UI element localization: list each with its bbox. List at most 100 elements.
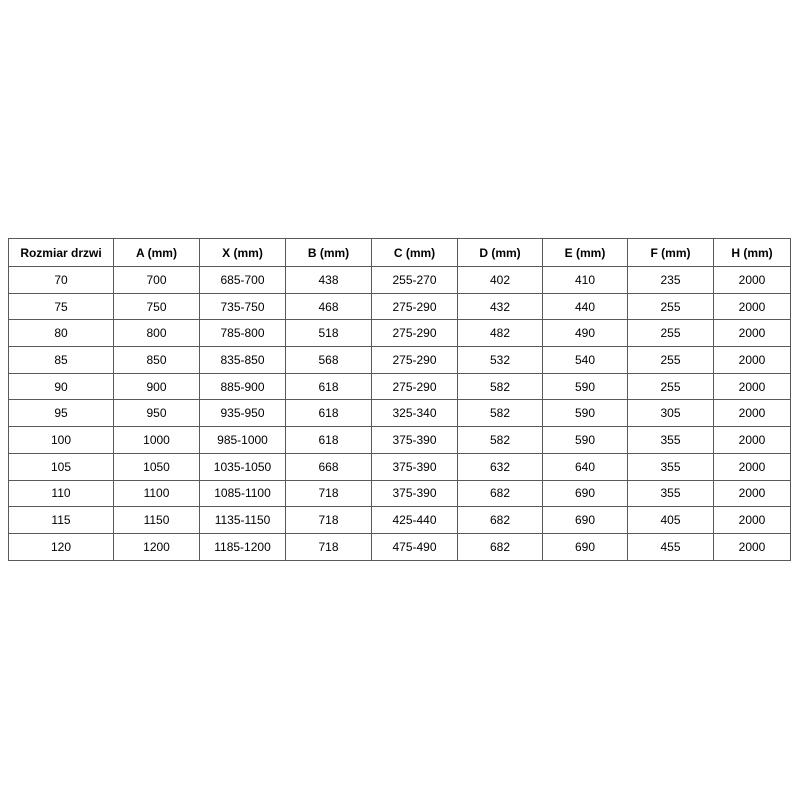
table-cell: 540 — [542, 346, 628, 374]
table-cell: 690 — [542, 479, 628, 508]
table-cell: 668 — [285, 452, 372, 481]
table-cell: 255-270 — [371, 266, 458, 294]
table-cell: 105 — [8, 452, 114, 481]
column-header: D (mm) — [457, 238, 543, 267]
table-cell: 1035-1050 — [199, 452, 286, 481]
table-cell: 425-440 — [371, 506, 458, 534]
table-cell: 100 — [8, 426, 114, 454]
table-cell: 375-390 — [371, 479, 458, 508]
table-cell: 255 — [627, 319, 714, 348]
table-cell: 95 — [8, 399, 114, 428]
table-cell: 2000 — [713, 506, 791, 534]
table-cell: 2000 — [713, 292, 791, 321]
table-cell: 682 — [457, 532, 543, 561]
column-header: A (mm) — [113, 238, 200, 267]
table-cell: 2000 — [713, 426, 791, 454]
table-cell: 532 — [457, 346, 543, 374]
table-cell: 582 — [457, 426, 543, 454]
table-row: 85 850 835-850 568 275-290 532 540 255 2000 — [8, 346, 791, 374]
table-cell: 468 — [285, 292, 372, 321]
column-header: F (mm) — [627, 238, 714, 267]
table-cell: 120 — [8, 532, 114, 561]
column-header: C (mm) — [371, 238, 458, 267]
table-cell: 275-290 — [371, 372, 458, 401]
table-cell: 568 — [285, 346, 372, 374]
table-cell: 2000 — [713, 372, 791, 401]
table-cell: 2000 — [713, 346, 791, 374]
table-cell: 1150 — [113, 506, 200, 534]
table-cell: 405 — [627, 506, 714, 534]
table-cell: 718 — [285, 506, 372, 534]
table-cell: 2000 — [713, 266, 791, 294]
table-cell: 800 — [113, 319, 200, 348]
table-cell: 590 — [542, 372, 628, 401]
table-cell: 2000 — [713, 479, 791, 508]
table-cell: 275-290 — [371, 292, 458, 321]
table-cell: 305 — [627, 399, 714, 428]
table-cell: 375-390 — [371, 426, 458, 454]
table-row: 120 1200 1185-1200 718 475-490 682 690 455 2000 — [8, 532, 791, 561]
table-cell: 355 — [627, 452, 714, 481]
table-cell: 632 — [457, 452, 543, 481]
table-cell: 2000 — [713, 319, 791, 348]
table-cell: 590 — [542, 426, 628, 454]
table-cell: 750 — [113, 292, 200, 321]
table-cell: 490 — [542, 319, 628, 348]
table-cell: 402 — [457, 266, 543, 294]
table-cell: 355 — [627, 426, 714, 454]
table-cell: 235 — [627, 266, 714, 294]
table-row: 80 800 785-800 518 275-290 482 490 255 2000 — [8, 319, 791, 348]
table-cell: 438 — [285, 266, 372, 294]
table-cell: 935-950 — [199, 399, 286, 428]
door-dimensions-table: Rozmiar drzwi A (mm) X (mm) B (mm) C (mm) D (… — [8, 238, 791, 561]
table-cell: 1085-1100 — [199, 479, 286, 508]
table-row: 115 1150 1135-1150 718 425-440 682 690 405 2000 — [8, 506, 791, 534]
table-row: 110 1100 1085-1100 718 375-390 682 690 355 2000 — [8, 479, 791, 508]
table-cell: 1185-1200 — [199, 532, 286, 561]
table-cell: 950 — [113, 399, 200, 428]
table-row: 90 900 885-900 618 275-290 582 590 255 2000 — [8, 372, 791, 401]
table-cell: 410 — [542, 266, 628, 294]
table-cell: 1100 — [113, 479, 200, 508]
table-cell: 455 — [627, 532, 714, 561]
table-cell: 110 — [8, 479, 114, 508]
table-cell: 640 — [542, 452, 628, 481]
column-header: Rozmiar drzwi — [8, 238, 114, 267]
table-cell: 618 — [285, 372, 372, 401]
table-cell: 255 — [627, 346, 714, 374]
table-cell: 850 — [113, 346, 200, 374]
table-cell: 735-750 — [199, 292, 286, 321]
table-row: 100 1000 985-1000 618 375-390 582 590 355 2000 — [8, 426, 791, 454]
table-cell: 1200 — [113, 532, 200, 561]
table-cell: 885-900 — [199, 372, 286, 401]
column-header: E (mm) — [542, 238, 628, 267]
table-row: 75 750 735-750 468 275-290 432 440 255 2000 — [8, 292, 791, 321]
table-row: 105 1050 1035-1050 668 375-390 632 640 355 2000 — [8, 452, 791, 481]
table-cell: 590 — [542, 399, 628, 428]
column-header: H (mm) — [713, 238, 791, 267]
table-cell: 432 — [457, 292, 543, 321]
table-cell: 690 — [542, 532, 628, 561]
table-cell: 1135-1150 — [199, 506, 286, 534]
table-cell: 582 — [457, 399, 543, 428]
column-header: B (mm) — [285, 238, 372, 267]
table-cell: 785-800 — [199, 319, 286, 348]
table-cell: 255 — [627, 372, 714, 401]
table-cell: 618 — [285, 399, 372, 428]
table-cell: 2000 — [713, 399, 791, 428]
table-cell: 90 — [8, 372, 114, 401]
table-cell: 482 — [457, 319, 543, 348]
table-row: 95 950 935-950 618 325-340 582 590 305 2000 — [8, 399, 791, 428]
table-cell: 1000 — [113, 426, 200, 454]
table-cell: 900 — [113, 372, 200, 401]
table-cell: 685-700 — [199, 266, 286, 294]
table-cell: 582 — [457, 372, 543, 401]
table-cell: 682 — [457, 479, 543, 508]
table-cell: 690 — [542, 506, 628, 534]
table-cell: 1050 — [113, 452, 200, 481]
table-cell: 275-290 — [371, 346, 458, 374]
table-cell: 325-340 — [371, 399, 458, 428]
column-header: X (mm) — [199, 238, 286, 267]
table-cell: 85 — [8, 346, 114, 374]
